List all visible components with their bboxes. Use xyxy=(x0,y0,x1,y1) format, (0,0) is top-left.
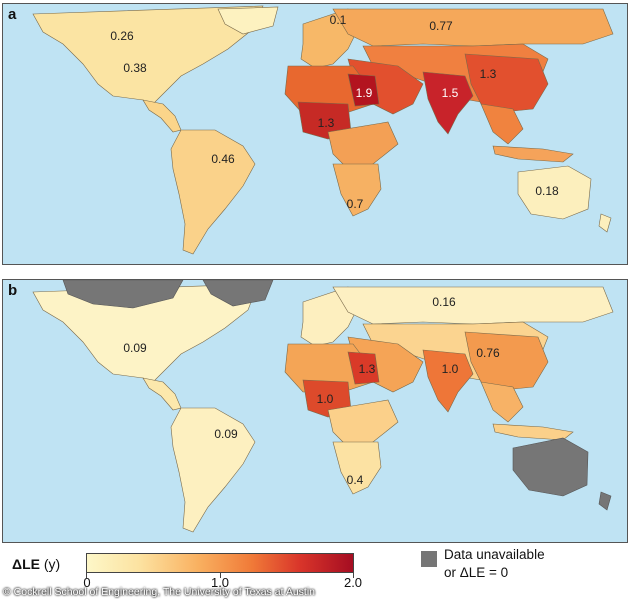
map-panel-a: a 0.1 0.77 0.26 0.38 1.9 1.5 1.3 1.3 0.4… xyxy=(2,3,628,265)
region-china xyxy=(464,331,549,391)
unavailable-line-1: Data unavailable xyxy=(444,547,545,562)
value-label: 0.46 xyxy=(211,152,235,166)
value-label: 1.0 xyxy=(441,362,459,376)
value-label: 0.1 xyxy=(329,13,347,27)
credit-text: © Cockrell School of Engineering, The Un… xyxy=(3,586,316,598)
unavailable-label: Data unavailable or ΔLE = 0 xyxy=(444,546,545,582)
region-south-america xyxy=(170,407,256,533)
region-australia-unavailable xyxy=(512,437,589,497)
region-greenland xyxy=(217,6,279,35)
value-label: 0.4 xyxy=(346,473,364,487)
tick-label: 2.0 xyxy=(343,575,363,590)
region-egypt xyxy=(347,73,380,107)
unavailable-line-2: or ΔLE = 0 xyxy=(444,565,509,580)
colorbar-tick xyxy=(86,573,87,578)
map-panel-b: b 0.16 0.09 0.76 1.3 1.0 1.0 0.09 0.4 xyxy=(2,279,628,543)
value-label: 0.18 xyxy=(535,184,559,198)
panel-label-b: b xyxy=(8,282,18,299)
value-label: 0.26 xyxy=(110,29,134,43)
region-greenland-unavailable xyxy=(202,280,274,307)
world-map-a xyxy=(3,4,627,264)
tick-label: 1.0 xyxy=(210,575,230,590)
legend-title: ΔLE (y) xyxy=(12,556,60,572)
legend: ΔLE (y) 0 1.0 2.0 Data unavailable or ΔL… xyxy=(0,545,632,599)
unavailable-swatch xyxy=(421,551,437,567)
region-new-zealand xyxy=(598,491,612,511)
region-egypt xyxy=(347,351,380,385)
colorbar xyxy=(86,553,354,573)
legend-unit: (y) xyxy=(43,556,61,572)
region-southern-africa xyxy=(332,163,382,217)
region-china xyxy=(464,53,549,113)
region-southeast-asia xyxy=(480,103,524,145)
value-label: 0.38 xyxy=(123,61,147,75)
panel-label-a: a xyxy=(8,6,17,23)
value-label: 1.5 xyxy=(441,86,459,100)
region-australia xyxy=(517,165,592,220)
colorbar-tick xyxy=(220,573,221,578)
region-indonesia xyxy=(492,145,574,163)
region-southern-africa xyxy=(332,441,382,495)
value-label: 1.9 xyxy=(355,86,373,100)
value-label: 0.77 xyxy=(429,19,453,33)
region-central-america xyxy=(142,99,182,133)
value-label: 0.09 xyxy=(214,427,238,441)
region-canada-north-unavailable xyxy=(62,280,184,309)
region-central-america xyxy=(142,377,182,411)
colorbar-tick xyxy=(353,573,354,578)
region-southeast-asia xyxy=(480,381,524,423)
value-label: 1.3 xyxy=(358,362,376,376)
world-map-b xyxy=(3,280,627,542)
value-label: 0.09 xyxy=(123,341,147,355)
region-india xyxy=(422,71,474,135)
region-south-america xyxy=(170,129,256,255)
region-russia xyxy=(332,286,614,325)
region-india xyxy=(422,349,474,413)
tick-label: 0 xyxy=(83,575,91,590)
value-label: 1.0 xyxy=(316,392,334,406)
value-label: 0.76 xyxy=(476,346,500,360)
region-russia xyxy=(332,8,614,47)
region-new-zealand xyxy=(598,213,612,233)
legend-title-text: ΔLE xyxy=(12,556,40,572)
value-label: 0.7 xyxy=(346,197,364,211)
value-label: 1.3 xyxy=(479,67,497,81)
value-label: 1.3 xyxy=(317,116,335,130)
value-label: 0.16 xyxy=(432,295,456,309)
